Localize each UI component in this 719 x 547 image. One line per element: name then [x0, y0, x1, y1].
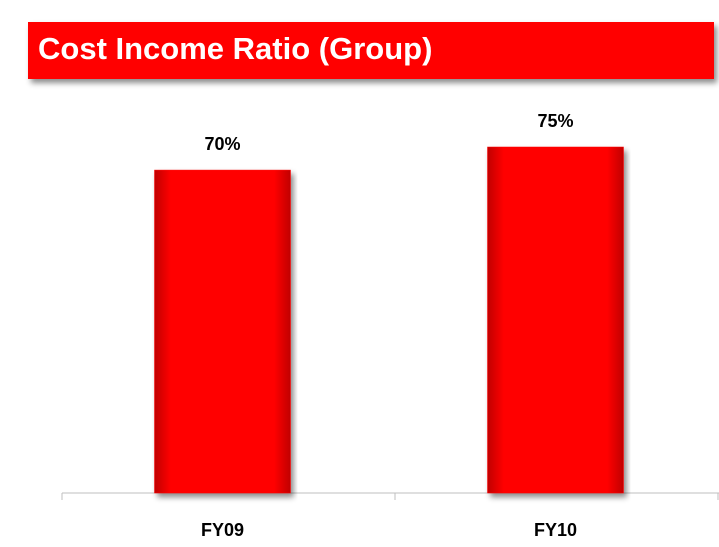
bar	[154, 169, 291, 494]
x-tick-label: FY09	[201, 520, 244, 540]
x-tick-label: FY10	[534, 520, 577, 540]
title-banner	[28, 22, 714, 79]
data-label: 75%	[537, 111, 573, 131]
chart-title: Cost Income Ratio (Group)	[38, 31, 432, 66]
bar	[487, 146, 624, 494]
data-label: 70%	[204, 134, 240, 154]
